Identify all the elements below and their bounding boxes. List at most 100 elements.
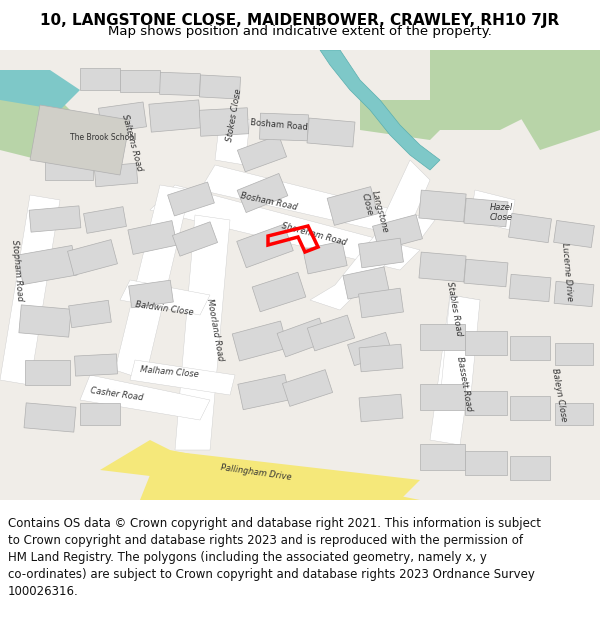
Polygon shape <box>0 70 80 110</box>
Bar <box>343 267 389 299</box>
Polygon shape <box>30 105 130 175</box>
Bar <box>167 182 214 216</box>
Polygon shape <box>150 185 420 270</box>
Bar <box>510 336 550 360</box>
Text: Lucerne Drive: Lucerne Drive <box>560 243 574 302</box>
Polygon shape <box>0 195 60 385</box>
Bar <box>80 403 120 425</box>
Bar <box>238 135 287 172</box>
Text: Hazel
Close: Hazel Close <box>490 202 513 222</box>
Bar <box>24 403 76 432</box>
Polygon shape <box>430 50 590 130</box>
Polygon shape <box>530 50 600 120</box>
Bar <box>509 213 551 243</box>
Text: The Brook School: The Brook School <box>70 133 136 142</box>
Bar <box>260 113 308 141</box>
Bar <box>555 343 593 365</box>
Text: to Crown copyright and database rights 2023 and is reproduced with the permissio: to Crown copyright and database rights 2… <box>8 534 523 547</box>
Polygon shape <box>140 450 420 500</box>
Bar <box>128 221 177 254</box>
Bar <box>19 305 71 337</box>
Text: Bosham Road: Bosham Road <box>240 191 298 212</box>
Bar <box>45 158 93 180</box>
Bar <box>283 369 332 406</box>
Bar <box>277 318 328 357</box>
Bar <box>80 68 120 90</box>
Text: 10, LANGSTONE CLOSE, MAIDENBOWER, CRAWLEY, RH10 7JR: 10, LANGSTONE CLOSE, MAIDENBOWER, CRAWLE… <box>40 12 560 28</box>
Polygon shape <box>0 80 100 170</box>
Polygon shape <box>130 360 235 395</box>
Bar <box>555 403 593 425</box>
Bar <box>347 332 392 366</box>
Polygon shape <box>215 118 250 165</box>
Polygon shape <box>360 100 450 140</box>
Bar <box>373 214 422 251</box>
Bar <box>25 360 70 385</box>
Bar <box>120 70 160 92</box>
Bar <box>29 206 81 232</box>
Bar <box>465 451 507 475</box>
Bar <box>510 396 550 420</box>
Bar <box>303 241 347 274</box>
Text: Pallingham Drive: Pallingham Drive <box>220 463 292 482</box>
Polygon shape <box>310 160 430 310</box>
Bar <box>68 301 112 328</box>
Text: Contains OS data © Crown copyright and database right 2021. This information is : Contains OS data © Crown copyright and d… <box>8 517 541 530</box>
Bar <box>149 100 201 132</box>
Bar <box>94 163 138 187</box>
Text: Stables Road: Stables Road <box>445 281 463 337</box>
Bar <box>68 239 118 276</box>
Bar <box>18 246 77 284</box>
Bar <box>327 187 378 226</box>
Text: Baldwin Close: Baldwin Close <box>135 300 194 317</box>
Bar <box>238 374 290 410</box>
Text: Baleyn Close: Baleyn Close <box>550 367 568 422</box>
Polygon shape <box>175 215 230 450</box>
Bar <box>237 224 293 268</box>
Text: 100026316.: 100026316. <box>8 585 79 598</box>
Bar <box>464 259 508 287</box>
Bar <box>420 324 465 350</box>
Bar <box>359 238 403 268</box>
Bar <box>510 456 550 480</box>
Bar <box>237 174 288 213</box>
Bar <box>232 321 288 361</box>
Text: Map shows position and indicative extent of the property.: Map shows position and indicative extent… <box>108 24 492 38</box>
Text: Casher Road: Casher Road <box>90 386 144 402</box>
Bar <box>465 331 507 355</box>
Bar <box>307 315 355 351</box>
Bar <box>128 280 173 308</box>
Bar <box>465 391 507 415</box>
Text: Shoreham Road: Shoreham Road <box>280 221 347 247</box>
Polygon shape <box>80 375 210 420</box>
Bar <box>252 272 306 312</box>
Polygon shape <box>120 280 210 315</box>
Polygon shape <box>430 295 480 445</box>
Polygon shape <box>470 190 515 230</box>
Polygon shape <box>320 50 440 170</box>
Text: Stopham Road: Stopham Road <box>10 240 25 302</box>
Bar <box>554 281 594 307</box>
Bar <box>307 118 355 147</box>
Text: Bosham Road: Bosham Road <box>250 118 308 132</box>
Bar <box>420 384 465 410</box>
Bar <box>359 344 403 372</box>
Bar <box>419 252 466 282</box>
Bar <box>199 107 248 136</box>
Text: Stokes Close: Stokes Close <box>225 88 243 142</box>
Bar <box>554 221 595 248</box>
Polygon shape <box>440 295 480 405</box>
Bar <box>464 198 508 227</box>
Text: Langstone
Close: Langstone Close <box>360 190 390 237</box>
Bar <box>199 75 241 99</box>
Bar <box>74 354 118 376</box>
Text: Malham Close: Malham Close <box>140 365 199 379</box>
Text: HM Land Registry. The polygons (including the associated geometry, namely x, y: HM Land Registry. The polygons (includin… <box>8 551 487 564</box>
Bar <box>420 444 465 470</box>
Text: Salterns Road: Salterns Road <box>120 113 144 172</box>
Text: co-ordinates) are subject to Crown copyright and database rights 2023 Ordnance S: co-ordinates) are subject to Crown copyr… <box>8 568 535 581</box>
Polygon shape <box>200 165 435 240</box>
Bar <box>419 190 466 222</box>
Bar <box>83 207 127 233</box>
Bar <box>359 394 403 422</box>
